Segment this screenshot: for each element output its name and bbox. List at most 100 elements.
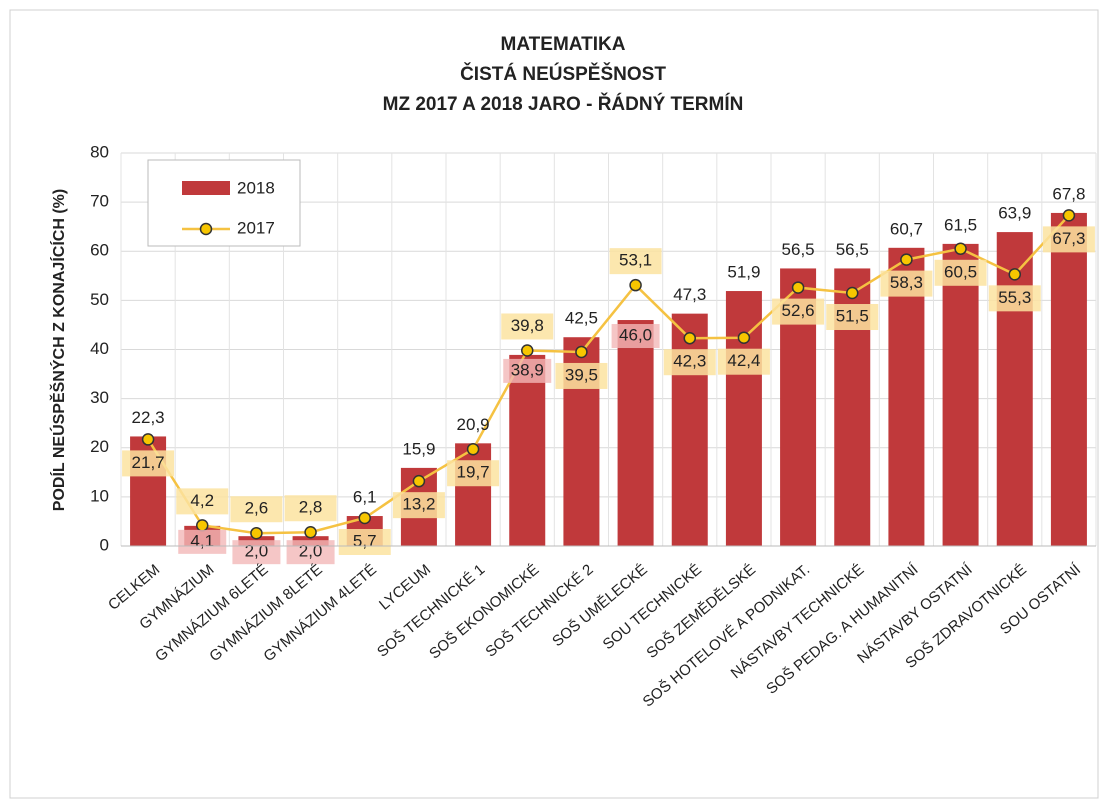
legend-box: [147, 159, 301, 247]
line-marker: [196, 519, 209, 532]
chart-subtitle: ČISTÁ NEÚSPĚŠNOST: [460, 63, 666, 85]
line-label-bg: [717, 348, 770, 375]
bar-value-label: 2,0: [245, 542, 269, 561]
bar-value-label: 51,9: [727, 263, 760, 282]
line-label-bg: [555, 362, 608, 389]
line-label-bg: [988, 285, 1041, 312]
line-label-bg: [772, 298, 825, 325]
y-tick-label: 30: [90, 388, 109, 407]
bar-value-label: 6,1: [353, 488, 377, 507]
line-value-label: 39,8: [511, 316, 544, 335]
chart-subtitle: MZ 2017 A 2018 JARO - ŘÁDNÝ TERMÍN: [383, 93, 744, 115]
line-label-bg: [392, 492, 445, 519]
line: [147, 214, 1070, 535]
line-marker: [250, 526, 263, 540]
line-marker: [629, 278, 642, 292]
line-value-label: 51,5: [836, 306, 869, 325]
bar-value-label: 56,5: [782, 240, 815, 259]
line-label-bg: [880, 270, 933, 297]
line-marker: [304, 525, 317, 539]
line-value-label: 19,7: [457, 463, 490, 482]
line-marker: [575, 345, 588, 359]
line-marker: [954, 242, 967, 256]
line-value-label: 21,7: [132, 453, 165, 472]
bar: [455, 443, 492, 546]
line-value-label: 58,3: [890, 273, 923, 292]
bar-label-bg: [178, 529, 227, 554]
bar-label-bg: [503, 358, 552, 383]
line-marker: [1008, 268, 1021, 281]
bar-value-label: 46,0: [619, 326, 652, 345]
line-marker: [466, 442, 480, 456]
line-marker: [791, 281, 805, 294]
bar-value-label: 61,5: [944, 215, 977, 234]
bar: [617, 320, 654, 546]
bar-value-label: 2,0: [299, 542, 323, 561]
line-label-bg: [447, 460, 500, 487]
bar-label-bg: [286, 540, 335, 565]
line-value-label: 13,2: [402, 495, 435, 514]
y-tick-label: 60: [90, 241, 109, 260]
line-marker: [412, 474, 426, 488]
bar-value-label: 22,3: [132, 408, 165, 427]
legend: 2018 2017: [147, 159, 301, 247]
bar-value-label: 42,5: [565, 309, 598, 328]
bar-value-label: 60,7: [890, 219, 923, 238]
bar: [1050, 212, 1087, 546]
line-value-label: 39,5: [565, 365, 598, 384]
line-label-bg: [501, 313, 554, 340]
line-label-bg: [934, 259, 987, 286]
legend-swatch: [182, 181, 230, 195]
line-label-bg: [122, 450, 175, 477]
y-tick-label: 40: [90, 339, 109, 358]
legend-marker: [199, 222, 213, 236]
y-tick-label: 70: [90, 192, 109, 211]
line-marker: [1062, 209, 1076, 222]
line-marker: [900, 253, 913, 266]
line-label-bg: [609, 248, 662, 275]
bar: [888, 247, 925, 546]
bar: [509, 354, 546, 546]
bar: [942, 243, 979, 546]
bar-value-label: 38,9: [511, 360, 544, 379]
y-tick-label: 20: [90, 437, 109, 456]
line-marker: [737, 331, 751, 344]
line-marker: [683, 331, 696, 345]
line-value-label: 42,4: [727, 351, 760, 370]
line-marker: [358, 511, 371, 525]
bar-value-label: 47,3: [673, 285, 706, 304]
line-marker: [846, 286, 859, 300]
bar-value-label: 20,9: [457, 415, 490, 434]
line-label-bg: [176, 488, 229, 515]
line-value-label: 2,6: [245, 499, 269, 518]
y-tick-label: 10: [90, 486, 109, 505]
line-value-label: 53,1: [619, 251, 652, 270]
bar: [725, 291, 762, 546]
line-value-label: 60,5: [944, 262, 977, 281]
bar: [996, 232, 1033, 546]
bar-value-label: 67,8: [1052, 184, 1085, 203]
bar-value-label: 4,1: [190, 531, 214, 550]
line-marker: [141, 433, 155, 446]
bar-label-bg: [611, 324, 660, 349]
y-tick-label: 80: [90, 142, 109, 161]
bar-label-bg: [232, 540, 281, 565]
legend-label: 2018: [237, 178, 275, 197]
line-label-bg: [230, 496, 283, 523]
bar-value-label: 63,9: [998, 204, 1031, 223]
line-value-label: 67,3: [1052, 229, 1085, 248]
bar: [671, 313, 708, 546]
line-value-label: 5,7: [353, 531, 377, 550]
line-label-bg: [284, 495, 337, 522]
line-label-bg: [1042, 226, 1095, 253]
line-value-label: 4,2: [190, 491, 214, 510]
line-marker: [521, 344, 534, 357]
y-tick-label: 0: [100, 535, 109, 554]
line-label-bg: [338, 528, 391, 555]
y-axis-label: PODÍL NEÚSPĚŠNÝCH Z KONAJÍCÍCH (%): [49, 189, 68, 511]
y-tick-label: 50: [90, 290, 109, 309]
line-label-bg: [826, 304, 879, 331]
line-value-label: 55,3: [998, 288, 1031, 307]
bar-value-label: 15,9: [402, 439, 435, 458]
